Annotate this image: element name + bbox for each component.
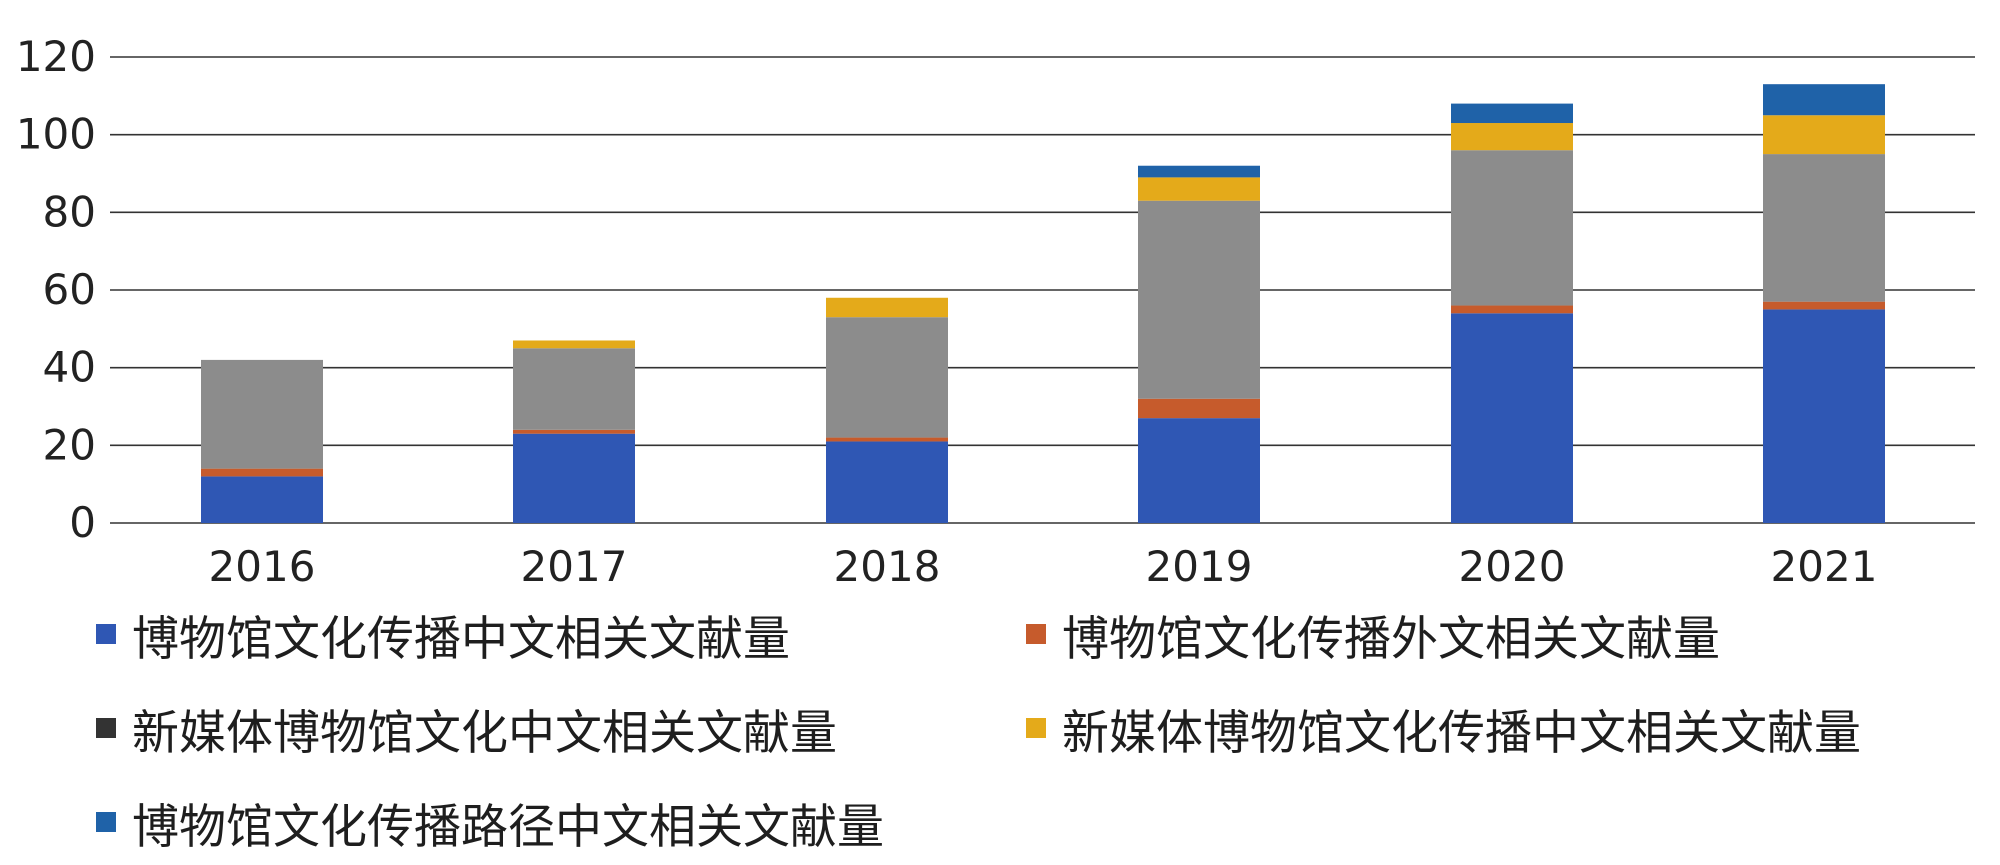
bar-2020-series-2 xyxy=(1451,305,1573,314)
bar-2016-series-3 xyxy=(201,359,323,469)
y-tick-label-80: 80 xyxy=(43,187,96,236)
x-tick-label-2018: 2018 xyxy=(834,542,941,590)
legend-label-series-2: 博物馆文化传播外文相关文献量 xyxy=(1062,611,1720,667)
legend-item-series-3: 新媒体博物馆文化中文相关文献量 xyxy=(96,692,1026,764)
legend-item-series-4: 新媒体博物馆文化传播中文相关文献量 xyxy=(1026,692,1956,764)
y-tick-label-100: 100 xyxy=(16,110,96,159)
legend-swatch-series-2 xyxy=(1026,624,1046,644)
legend-item-series-5: 博物馆文化传播路径中文相关文献量 xyxy=(96,786,1026,858)
legend-item-series-2: 博物馆文化传播外文相关文献量 xyxy=(1026,598,1956,670)
legend-swatch-series-5 xyxy=(96,812,116,832)
legend-swatch-series-1 xyxy=(96,624,116,644)
legend-item-series-1: 博物馆文化传播中文相关文献量 xyxy=(96,598,1026,670)
y-tick-label-40: 40 xyxy=(43,343,96,392)
bar-2021-series-5 xyxy=(1763,84,1885,116)
x-tick-label-2019: 2019 xyxy=(1146,542,1253,590)
legend-label-series-5: 博物馆文化传播路径中文相关文献量 xyxy=(132,799,884,855)
bar-2019-series-3 xyxy=(1138,200,1260,399)
bar-2017-series-3 xyxy=(513,348,635,430)
legend-label-series-3: 新媒体博物馆文化中文相关文献量 xyxy=(132,705,837,761)
stacked-bar-chart: 0 20 40 60 80 100 120 2016 2017 2018 2019 2020 2021 xyxy=(16,32,1975,590)
y-tick-label-120: 120 xyxy=(16,32,96,81)
x-tick-label-2021: 2021 xyxy=(1771,542,1878,590)
bar-2017-series-1 xyxy=(513,433,635,523)
x-tick-label-2016: 2016 xyxy=(209,542,316,590)
legend-label-series-1: 博物馆文化传播中文相关文献量 xyxy=(132,611,790,667)
bar-2021-series-1 xyxy=(1763,309,1885,523)
legend-swatch-series-3 xyxy=(96,718,116,738)
bar-2021-series-2 xyxy=(1763,301,1885,310)
bar-2021-series-4 xyxy=(1763,115,1885,155)
x-tick-label-2020: 2020 xyxy=(1459,542,1566,590)
legend: 博物馆文化传播中文相关文献量 博物馆文化传播外文相关文献量 新媒体博物馆文化中文… xyxy=(96,598,1976,858)
bar-2016-series-1 xyxy=(201,476,323,523)
bar-2020-series-5 xyxy=(1451,103,1573,124)
y-tick-label-0: 0 xyxy=(69,498,96,547)
y-tick-label-20: 20 xyxy=(43,420,96,469)
legend-swatch-series-4 xyxy=(1026,718,1046,738)
bar-2019-series-1 xyxy=(1138,418,1260,523)
bar-2018-series-4 xyxy=(826,297,948,318)
bar-2020-series-4 xyxy=(1451,123,1573,151)
bar-2020-series-1 xyxy=(1451,313,1573,523)
bar-2018-series-3 xyxy=(826,317,948,438)
bar-2017-series-4 xyxy=(513,340,635,349)
bar-2017-series-2 xyxy=(513,429,635,434)
bar-2019-series-2 xyxy=(1138,398,1260,419)
bar-2019-series-5 xyxy=(1138,165,1260,178)
bar-2020-series-3 xyxy=(1451,150,1573,306)
bar-2016-series-2 xyxy=(201,468,323,477)
legend-label-series-4: 新媒体博物馆文化传播中文相关文献量 xyxy=(1062,705,1861,761)
bar-2019-series-4 xyxy=(1138,177,1260,201)
bar-2018-series-2 xyxy=(826,437,948,442)
bar-2021-series-3 xyxy=(1763,154,1885,302)
x-tick-label-2017: 2017 xyxy=(521,542,628,590)
y-tick-label-60: 60 xyxy=(43,265,96,314)
bar-2018-series-1 xyxy=(826,441,948,523)
